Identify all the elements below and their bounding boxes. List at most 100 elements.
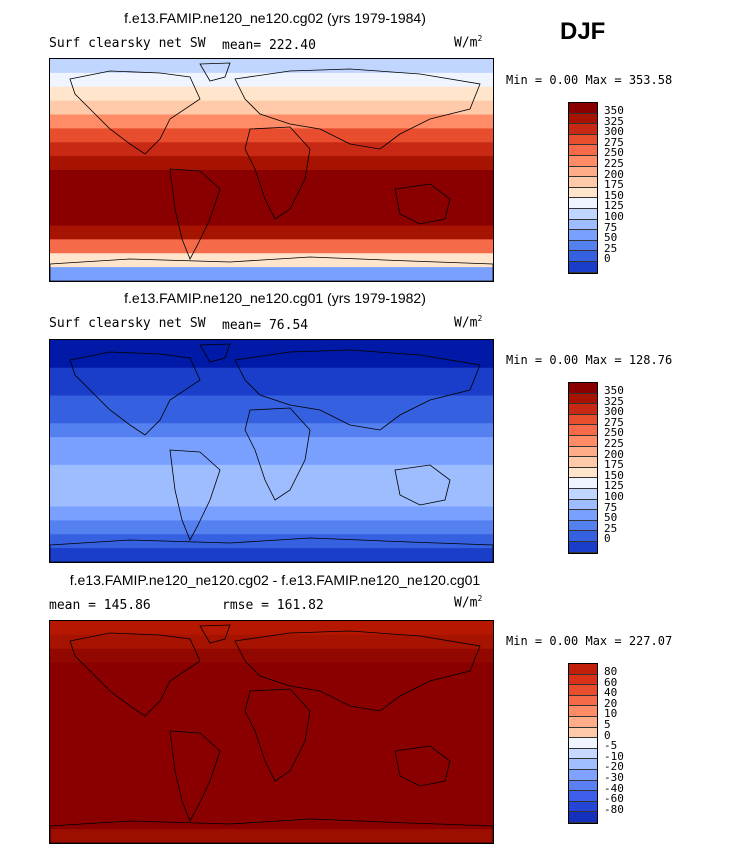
colorbar-tick-label: 275 xyxy=(604,415,624,429)
coastline xyxy=(394,745,451,787)
coastline xyxy=(169,449,221,541)
colorbar-tick-label: 80 xyxy=(604,665,618,678)
zonal-band xyxy=(50,100,493,116)
colorbar-box xyxy=(569,145,597,156)
zonal-band xyxy=(50,183,493,199)
colorbar-tick-label: 0 xyxy=(604,252,611,266)
zonal-band xyxy=(50,621,493,636)
zonal-band xyxy=(50,267,493,281)
colorbar-tick-label: 250 xyxy=(604,426,624,440)
zonal-band xyxy=(50,72,493,88)
zonal-band xyxy=(50,534,493,550)
colorbar-box xyxy=(569,134,597,146)
coastline xyxy=(69,70,201,155)
colorbar-tick-label: 225 xyxy=(604,436,624,450)
panel2-map-svg xyxy=(50,340,493,562)
colorbar-box xyxy=(569,230,597,241)
zonal-band xyxy=(50,520,493,536)
colorbar-tick-label: 275 xyxy=(604,135,624,149)
coastline xyxy=(199,343,231,363)
coastline xyxy=(69,351,201,436)
colorbar-tick-label: 50 xyxy=(604,511,618,525)
colorbar-box xyxy=(569,801,597,813)
colorbar-box xyxy=(569,383,597,394)
colorbar-box xyxy=(569,414,597,426)
colorbar-box xyxy=(569,780,597,792)
coastline xyxy=(50,818,493,843)
panel1-colorbar-ticks: 350 325 300 275 250 225 200 175 150 125 100 75 50 25 0 xyxy=(604,105,624,266)
zonal-band xyxy=(50,367,493,383)
zonal-band xyxy=(50,815,493,831)
zonal-band xyxy=(50,634,493,650)
colorbar-tick-label: 300 xyxy=(604,405,624,419)
panel2-variable-label: Surf clearsky net SW xyxy=(49,316,206,331)
colorbar-box xyxy=(569,219,597,231)
colorbar-box xyxy=(569,198,597,209)
colorbar-tick-label: 175 xyxy=(604,458,624,472)
colorbar-box xyxy=(569,541,597,553)
colorbar-tick-label: 250 xyxy=(604,146,624,160)
colorbar-tick-label: -30 xyxy=(604,770,624,784)
coastline xyxy=(50,256,493,281)
colorbar-box xyxy=(569,716,597,728)
panel3-rmse-label: rmse = 161.82 xyxy=(222,598,324,613)
coastline xyxy=(50,537,493,562)
colorbar-box xyxy=(569,769,597,781)
colorbar-box xyxy=(569,499,597,511)
coastline xyxy=(244,126,311,220)
zonal-band xyxy=(50,464,493,480)
coastline xyxy=(234,349,481,431)
colorbar-tick-label: 350 xyxy=(604,384,624,397)
colorbar-box xyxy=(569,261,597,273)
zonal-band xyxy=(50,353,493,369)
colorbar-tick-label: 100 xyxy=(604,209,624,223)
colorbar-tick-label: -20 xyxy=(604,760,624,774)
zonal-band xyxy=(50,142,493,158)
colorbar-box xyxy=(569,187,597,199)
colorbar-tick-label: 0 xyxy=(604,532,611,546)
zonal-band xyxy=(50,253,493,269)
colorbar-box xyxy=(569,727,597,739)
panel1-map xyxy=(49,58,494,282)
colorbar-box xyxy=(569,520,597,532)
panel2-minmax: Min = 0.00 Max = 128.76 xyxy=(506,353,673,367)
colorbar-box xyxy=(569,177,597,188)
zonal-band xyxy=(50,478,493,494)
colorbar-box xyxy=(569,759,597,770)
panel1-colorbar xyxy=(568,102,598,274)
colorbar-tick-label: 200 xyxy=(604,447,624,461)
colorbar-tick-label: 150 xyxy=(604,188,624,202)
colorbar-tick-label: 300 xyxy=(604,125,624,139)
coastline xyxy=(234,630,481,712)
colorbar-box xyxy=(569,124,597,135)
season-label: DJF xyxy=(560,18,606,45)
colorbar-box xyxy=(569,467,597,479)
colorbar-box xyxy=(569,393,597,405)
panel1-variable-label: Surf clearsky net SW xyxy=(49,36,206,51)
zonal-band xyxy=(50,114,493,130)
colorbar-box xyxy=(569,748,597,760)
coastline xyxy=(244,688,311,782)
panel2-mean-label: mean= 76.54 xyxy=(222,318,309,333)
colorbar-box xyxy=(569,510,597,521)
panel3-map-svg xyxy=(50,621,493,843)
colorbar-box xyxy=(569,446,597,458)
coastline xyxy=(169,168,221,260)
colorbar-tick-label: 150 xyxy=(604,468,624,482)
coastline xyxy=(69,632,201,717)
colorbar-tick-label: 75 xyxy=(604,220,618,234)
colorbar-box xyxy=(569,674,597,686)
colorbar-box xyxy=(569,791,597,802)
zonal-band xyxy=(50,437,493,452)
coastline xyxy=(394,464,451,506)
zonal-band xyxy=(50,745,493,761)
panel3-colorbar-ticks: 80 60 40 20 10 5 0 -5 -10 -20 -30 -40 -60 -80 xyxy=(604,665,624,815)
zonal-band xyxy=(50,170,493,185)
colorbar-box xyxy=(569,435,597,447)
zonal-band xyxy=(50,690,493,706)
colorbar-tick-label: 75 xyxy=(604,500,618,514)
colorbar-tick-label: 40 xyxy=(604,686,618,700)
zonal-band xyxy=(50,773,493,789)
zonal-band xyxy=(50,225,493,241)
colorbar-box xyxy=(569,208,597,220)
